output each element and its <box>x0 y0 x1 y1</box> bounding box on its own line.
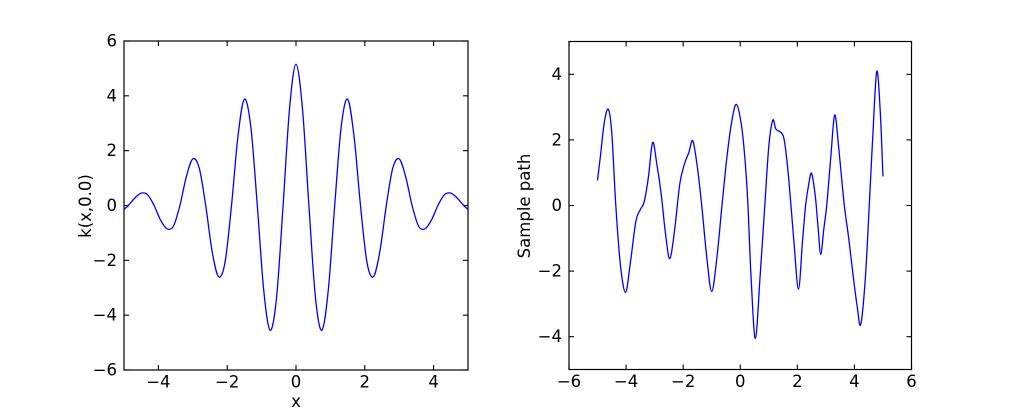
y-tick-label: 0 <box>552 196 563 215</box>
y-tick-label: 2 <box>552 130 563 149</box>
y-tick-label: −4 <box>538 327 562 346</box>
x-tick-label: −2 <box>215 373 239 392</box>
right-plot: −6 −4 −2 0 2 4 6 −4 −2 0 2 4 <box>538 40 917 391</box>
axes-frame <box>568 40 913 371</box>
x-tick-label: 0 <box>291 373 302 392</box>
y-tick-label: 4 <box>552 65 563 84</box>
x-tick-label: 0 <box>735 372 746 391</box>
series-line <box>123 63 469 331</box>
left-plot: −4 −2 0 2 4 −6 −4 −2 0 2 4 6 <box>93 32 469 392</box>
x-tick-label: 6 <box>906 372 917 391</box>
y-tick-label: 4 <box>107 86 118 105</box>
y-tick-label: −6 <box>93 361 117 380</box>
x-tick-label: −6 <box>557 372 581 391</box>
left-plot-xlabel: x <box>291 391 301 411</box>
x-tick-label: −4 <box>146 373 170 392</box>
y-tick-label: −2 <box>93 251 117 270</box>
y-tick-label: 2 <box>107 141 118 160</box>
x-tick-label: 4 <box>849 372 860 391</box>
series-line <box>596 70 884 339</box>
x-tick-label: 4 <box>428 373 439 392</box>
y-tick-label: 0 <box>107 196 118 215</box>
x-tick-label: −2 <box>671 372 695 391</box>
left-plot-ylabel: k(x,0.0) <box>75 173 95 238</box>
y-tick-label: −2 <box>538 262 562 281</box>
y-tick-label: 6 <box>107 32 118 51</box>
right-plot-ylabel: Sample path <box>514 153 534 258</box>
x-tick-label: −4 <box>614 372 638 391</box>
x-tick-label: 2 <box>792 372 803 391</box>
y-tick-label: −4 <box>93 306 117 325</box>
axes-frame <box>123 40 469 371</box>
x-tick-label: 2 <box>360 373 371 392</box>
